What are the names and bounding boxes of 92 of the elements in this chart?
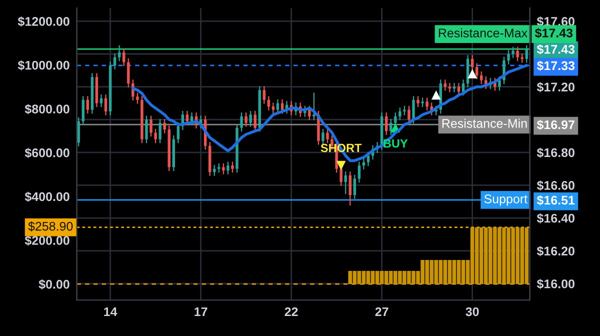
- candlestick: [394, 112, 397, 127]
- y-tick-label: $0.00: [38, 279, 70, 290]
- candlestick: [353, 174, 356, 199]
- candlestick: [186, 110, 189, 126]
- x-tick-label: 14: [104, 307, 118, 316]
- candlestick: [154, 128, 157, 144]
- x-tick-label: 27: [375, 307, 388, 316]
- bar: [448, 260, 452, 284]
- x-tick-label: 22: [284, 307, 298, 316]
- candlestick: [240, 112, 243, 132]
- ref-line-label: Support: [484, 194, 528, 206]
- candlestick: [127, 58, 130, 88]
- y2-tick-label: $16.51: [536, 195, 575, 206]
- candlestick: [516, 46, 519, 62]
- candlestick: [470, 55, 474, 71]
- candlestick: [366, 152, 370, 166]
- x-tick-label: 17: [194, 307, 208, 316]
- point: [431, 90, 441, 100]
- candlestick: [348, 172, 352, 206]
- candlestick: [104, 94, 108, 116]
- candlestick: [82, 96, 84, 126]
- candlestick: [384, 112, 388, 135]
- ref-line-label: $258.90: [28, 221, 73, 232]
- bar: [348, 270, 352, 284]
- bar: [366, 270, 370, 284]
- y2-tick-label: $17.20: [536, 82, 574, 92]
- legend-label: Resistance-Max: [438, 28, 528, 38]
- bar: [452, 260, 456, 284]
- bar: [456, 260, 461, 284]
- candlestick: [412, 96, 415, 124]
- candlestick: [308, 106, 311, 120]
- candlestick: [222, 163, 225, 174]
- point: [468, 69, 477, 78]
- series-label: BUY: [384, 139, 408, 148]
- candlestick: [150, 116, 152, 137]
- candlestick: [231, 162, 234, 173]
- y-tick-label: $400.00: [24, 192, 70, 202]
- candlestick: [507, 50, 510, 64]
- y2-tick-label: $16.80: [536, 148, 574, 158]
- candlestick: [86, 96, 90, 114]
- point: [336, 160, 346, 170]
- y-tick-label: $200.00: [24, 236, 70, 246]
- candlestick: [498, 76, 501, 91]
- candlestick: [118, 45, 121, 62]
- y2-tick-label: $17.33: [536, 60, 575, 71]
- bar: [375, 270, 380, 284]
- candlestick: [416, 96, 420, 108]
- y-tick-label: $600.00: [24, 148, 70, 158]
- candlestick: [398, 108, 402, 120]
- bar: [362, 270, 366, 284]
- candlestick: [312, 92, 316, 120]
- candlestick: [344, 172, 347, 194]
- candlestick: [272, 102, 275, 114]
- y2-tick-label: $16.20: [536, 246, 574, 256]
- candlestick: [444, 80, 447, 91]
- candlestick: [262, 86, 266, 104]
- candlestick: [113, 53, 116, 70]
- candlestick: [244, 112, 248, 127]
- candlestick: [358, 162, 361, 182]
- y-tick-label: $1200.00: [18, 16, 70, 27]
- candlestick: [267, 96, 270, 110]
- candlestick: [136, 92, 139, 104]
- candlestick: [525, 45, 528, 63]
- y2-tick-label: $16.40: [536, 213, 574, 224]
- y2-tick-label: $16.60: [536, 180, 574, 191]
- bar: [370, 270, 375, 284]
- candlestick: [276, 99, 280, 114]
- y2-tick-label: $16.97: [536, 120, 574, 130]
- candlestick: [475, 63, 478, 80]
- x-tick-label: 30: [466, 307, 479, 316]
- candlestick: [408, 106, 410, 124]
- candlestick: [326, 128, 329, 144]
- candlestick: [145, 116, 148, 144]
- candlestick: [254, 110, 256, 132]
- candlestick: [249, 110, 252, 127]
- ref-line-label: Resistance-Min: [442, 118, 527, 128]
- candlestick: [163, 119, 166, 134]
- y2-tick-label: $17.60: [536, 16, 574, 27]
- bar: [461, 260, 466, 284]
- candlestick: [322, 128, 324, 145]
- candlestick: [426, 98, 428, 110]
- candlestick: [226, 162, 230, 174]
- candlestick: [280, 99, 284, 114]
- candlestick: [158, 119, 162, 144]
- candlestick: [176, 122, 180, 144]
- candlestick: [512, 46, 514, 58]
- text: $17.43: [534, 28, 573, 38]
- y2-tick-label: $17.43: [536, 44, 575, 55]
- candlestick: [77, 117, 80, 146]
- y-tick-label: $1000.00: [18, 60, 70, 70]
- y2-tick-label: $16.00: [536, 278, 574, 290]
- y-tick-label: $800.00: [24, 104, 70, 114]
